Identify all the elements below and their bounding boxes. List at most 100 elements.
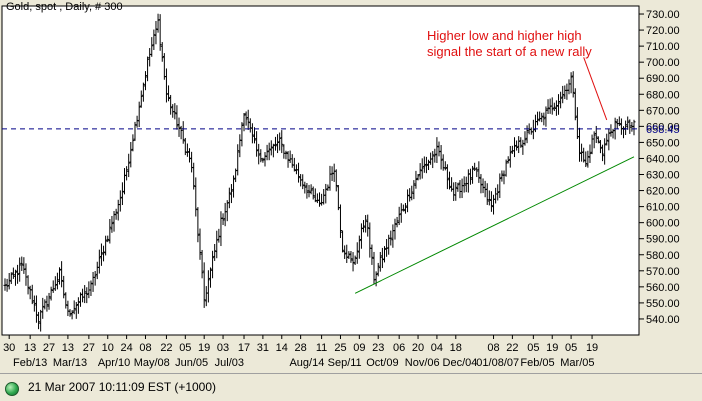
price-bars	[3, 13, 636, 332]
x-axis: 30 13 27 13 27 10 24 08 22 05 19 03 17 31 14 28 11 25 09 23…	[3, 335, 598, 369]
price-bar	[37, 311, 41, 330]
price-bar	[559, 91, 563, 109]
price-bar	[435, 137, 439, 164]
price-bar	[554, 100, 558, 116]
x-tick-label-day: 11	[316, 342, 327, 354]
price-bar	[626, 116, 630, 130]
price-bar	[22, 257, 26, 274]
price-bar	[577, 127, 581, 162]
price-bar	[175, 105, 179, 130]
price-bar	[374, 271, 378, 287]
price-bar	[273, 136, 277, 151]
x-tick-label-day: 05	[527, 342, 539, 354]
y-tick-label: 560.00	[646, 282, 680, 294]
price-bar	[586, 150, 590, 168]
support-trendline	[354, 156, 635, 294]
price-bar	[395, 216, 399, 228]
price-bar	[496, 184, 500, 201]
price-bar	[93, 271, 97, 286]
price-bar	[596, 136, 600, 144]
price-bar	[255, 131, 259, 157]
price-bar	[143, 71, 147, 91]
x-tick-label-day: 09	[353, 342, 365, 354]
x-tick-label-day: 17	[238, 342, 250, 354]
price-bar	[479, 174, 483, 194]
price-bar	[259, 149, 263, 163]
price-bar	[106, 235, 110, 243]
price-bar	[127, 153, 131, 178]
price-bar	[489, 191, 493, 212]
price-bar	[173, 103, 177, 120]
price-bar	[102, 245, 106, 262]
price-bar	[32, 295, 36, 312]
price-bar	[569, 72, 573, 94]
x-tick-label-day: 18	[450, 342, 462, 354]
price-bar	[30, 284, 34, 305]
price-bar	[202, 262, 206, 308]
price-bar	[498, 173, 502, 198]
price-bar	[427, 159, 431, 171]
price-bar	[546, 99, 550, 115]
price-bar	[179, 125, 183, 140]
chart-title: Gold, spot , Daily, # 300	[6, 1, 123, 13]
x-tick-label-day: 13	[24, 342, 36, 354]
price-bar	[357, 235, 361, 259]
price-bar	[542, 112, 546, 126]
price-bar	[198, 228, 202, 260]
price-bar	[150, 37, 154, 57]
price-bar	[41, 297, 45, 319]
price-bar	[582, 147, 586, 163]
y-tick-label: 620.00	[646, 186, 680, 198]
price-bar	[85, 287, 89, 304]
price-bar	[76, 297, 80, 314]
price-bar	[443, 161, 447, 171]
price-bar	[120, 182, 124, 206]
price-bar	[70, 310, 74, 320]
price-bar	[253, 127, 257, 144]
status-datetime: 21 Mar 2007 10:11:09 EST (+1000)	[28, 380, 217, 394]
x-tick-label-month: 01/08/07	[476, 357, 519, 369]
y-axis: 540.00 550.00 560.00 570.00 580.00 590.00 600.…	[639, 9, 680, 326]
price-bar	[154, 21, 158, 45]
price-bar	[213, 243, 217, 261]
x-tick-label-day: 14	[276, 342, 288, 354]
price-bar	[242, 113, 246, 132]
y-tick-label: 650.00	[646, 137, 680, 149]
x-tick-label-month: Feb/05	[520, 357, 554, 369]
price-bar	[167, 85, 171, 102]
price-bar	[364, 215, 368, 233]
price-bar	[278, 132, 282, 151]
x-tick-label-day: 08	[487, 342, 499, 354]
price-bar	[431, 151, 435, 169]
price-bar	[141, 82, 145, 102]
price-bar	[519, 137, 523, 148]
x-tick-label-day: 19	[546, 342, 558, 354]
price-bar	[232, 175, 236, 198]
price-bar	[584, 151, 588, 168]
price-bar	[125, 166, 129, 181]
price-bar	[544, 106, 548, 127]
price-bar	[311, 186, 315, 200]
price-bar	[632, 119, 636, 136]
price-bar	[598, 139, 602, 154]
price-bar	[301, 174, 305, 190]
price-bar	[378, 251, 382, 272]
price-bar	[353, 255, 357, 265]
price-bar	[276, 134, 280, 154]
price-bar	[485, 183, 489, 205]
price-bar	[410, 185, 414, 201]
price-bar	[617, 116, 621, 127]
reference-line-label: 658.45	[646, 124, 680, 136]
price-bar	[83, 285, 87, 304]
price-bar	[351, 252, 355, 272]
x-tick-label-month: Jun/05	[175, 357, 208, 369]
x-tick-label-month: May/08	[134, 357, 170, 369]
price-bar	[240, 122, 244, 147]
y-tick-label: 690.00	[646, 73, 680, 85]
price-bar	[517, 136, 521, 154]
annotation-arrow	[583, 57, 608, 121]
x-tick-label-day: 13	[62, 342, 74, 354]
price-bar	[89, 280, 93, 296]
x-tick-label-day: 03	[217, 342, 229, 354]
price-bar	[305, 183, 309, 199]
